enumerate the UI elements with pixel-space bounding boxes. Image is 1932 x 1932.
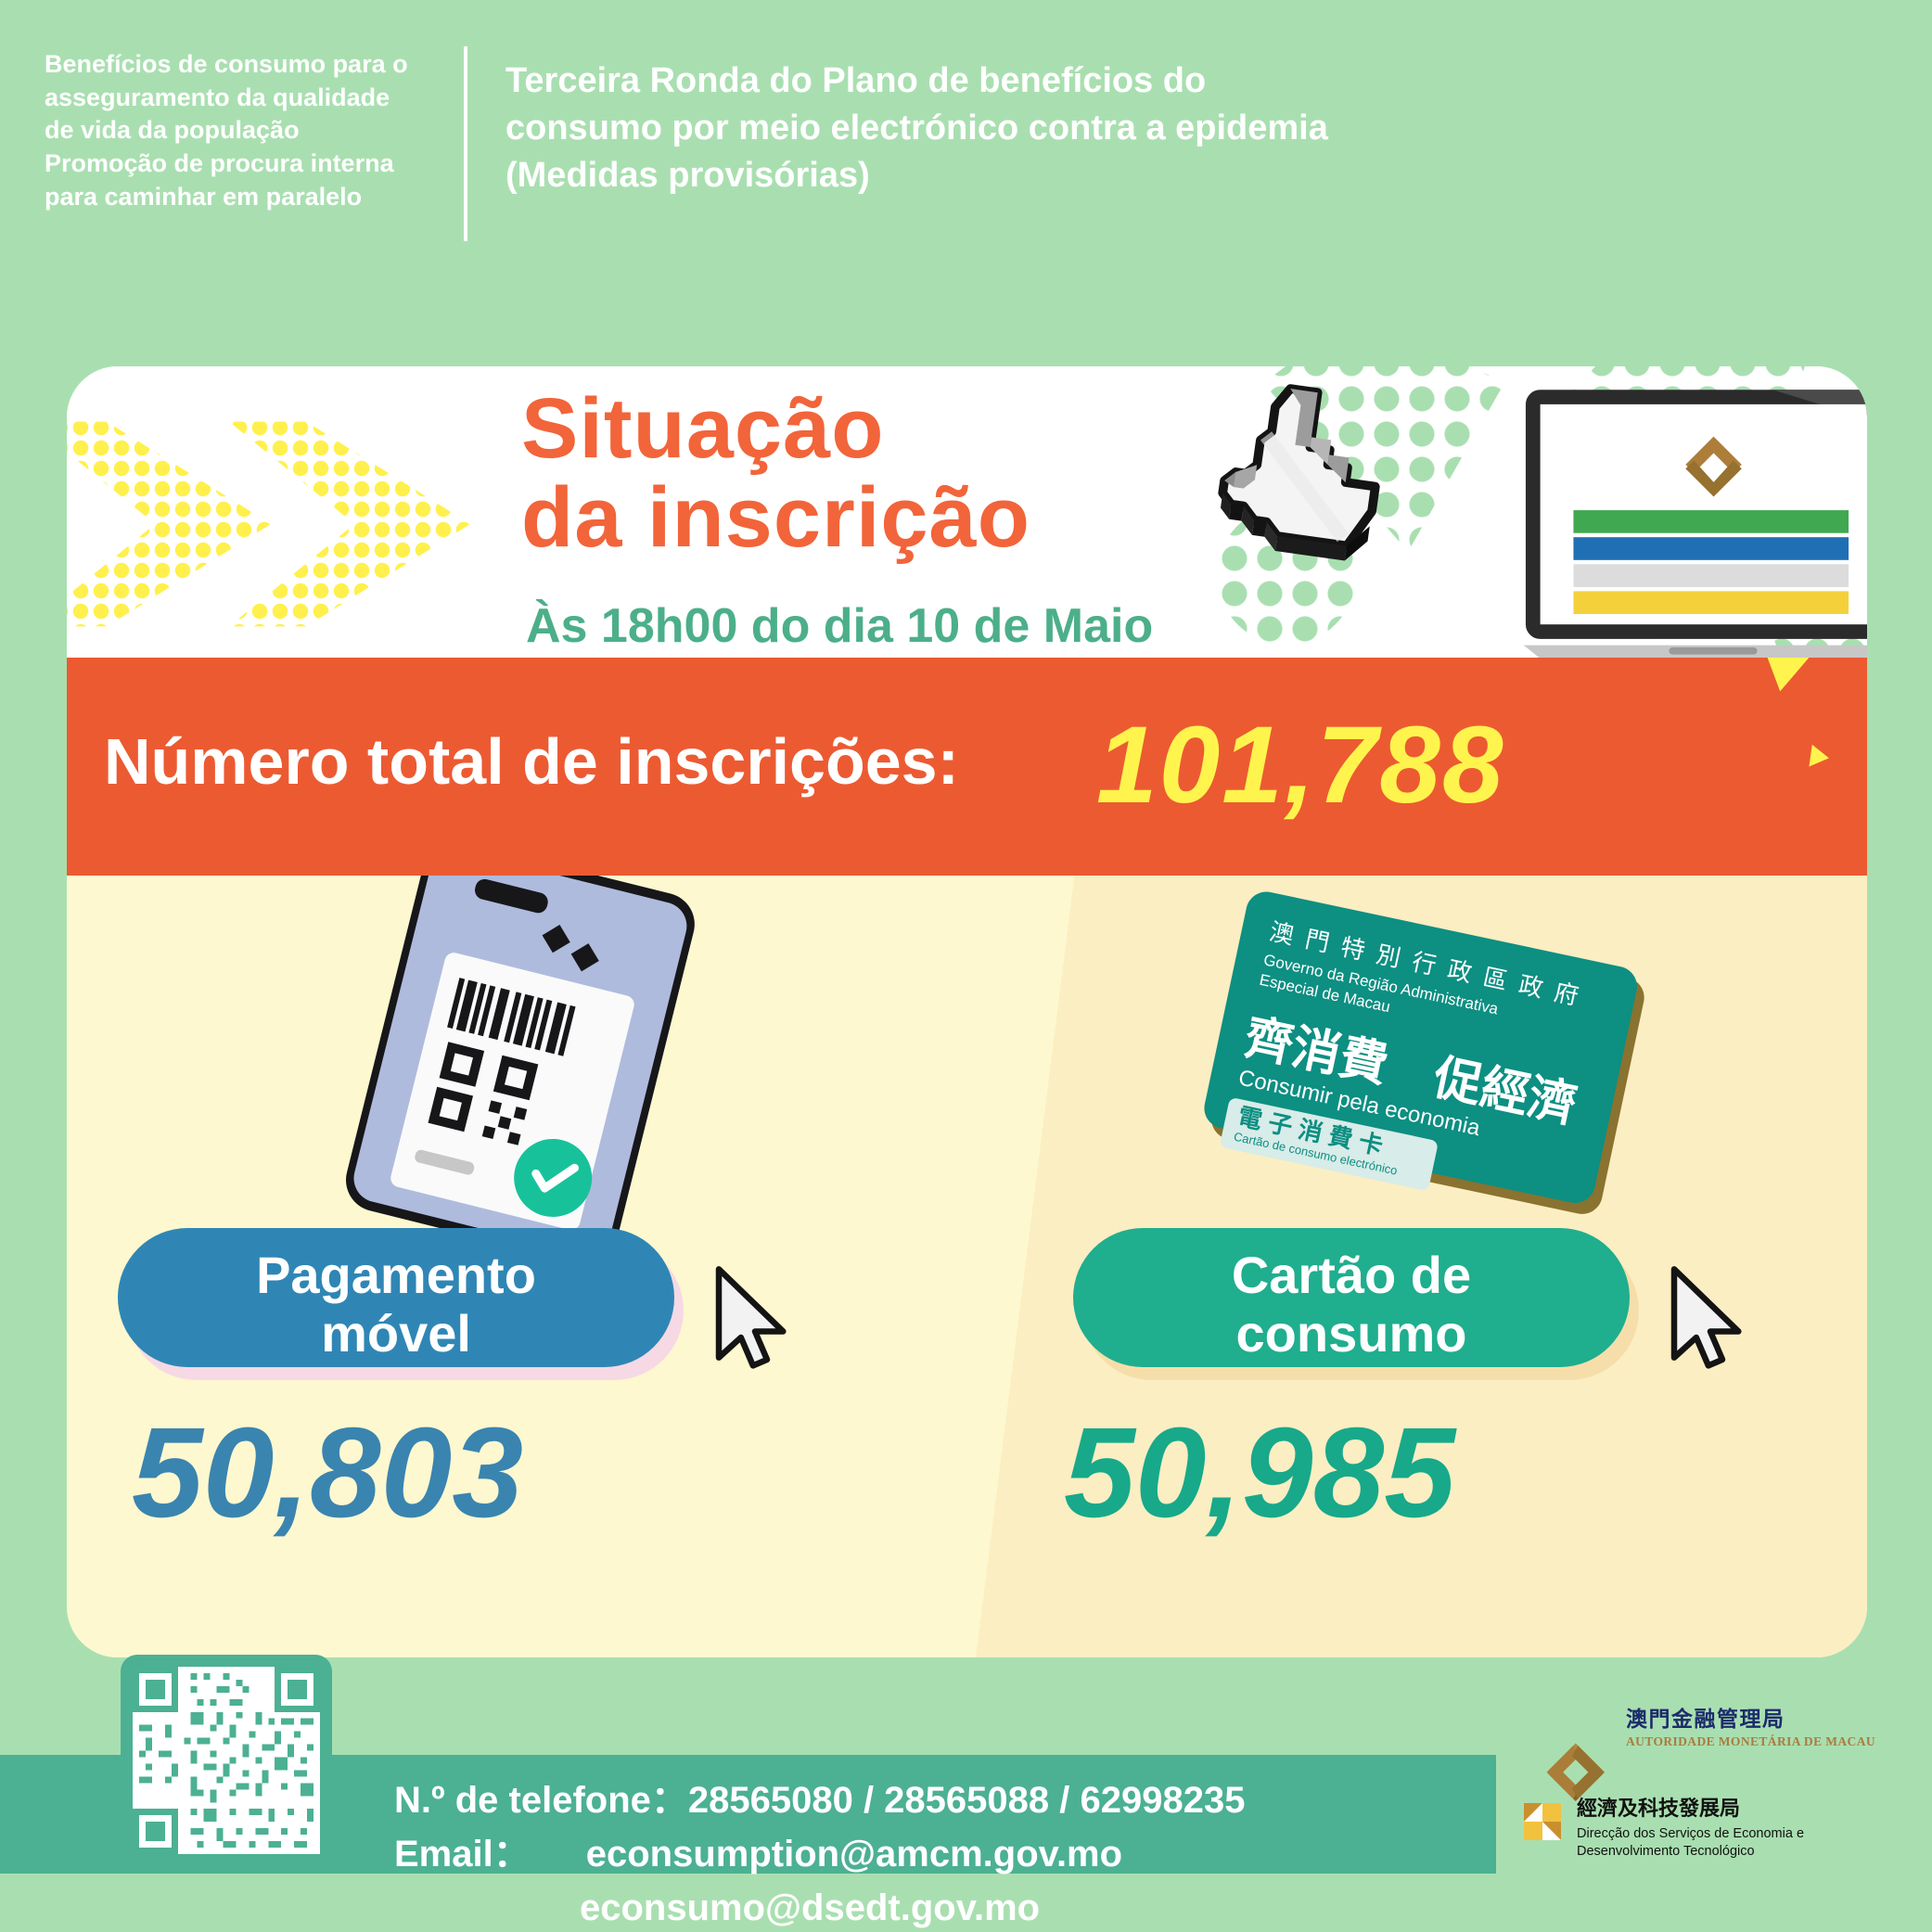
svg-text:Desenvolvimento Tecnológico: Desenvolvimento Tecnológico	[1577, 1844, 1755, 1859]
svg-text:澳門金融管理局: 澳門金融管理局	[1626, 1707, 1785, 1731]
svg-text:經濟及科技發展局: 經濟及科技發展局	[1577, 1797, 1740, 1820]
svg-text:AUTORIDADE MONETÁRIA DE MACAU: AUTORIDADE MONETÁRIA DE MACAU	[1626, 1734, 1875, 1748]
svg-text:Direcção dos Serviços de Econo: Direcção dos Serviços de Economia e	[1577, 1826, 1804, 1841]
